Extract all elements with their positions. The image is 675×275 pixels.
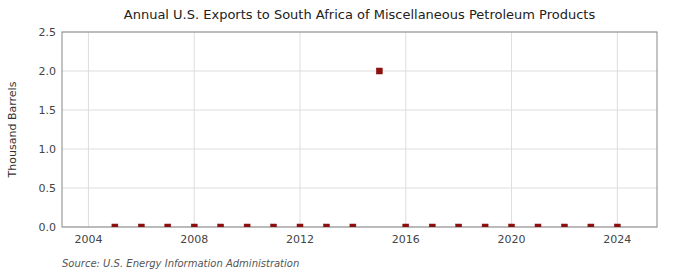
x-grid-line bbox=[617, 32, 618, 227]
x-tick-label: 2004 bbox=[74, 233, 102, 246]
data-point bbox=[218, 224, 224, 227]
data-point bbox=[403, 224, 409, 227]
data-point bbox=[191, 224, 197, 227]
y-grid-line bbox=[62, 149, 657, 150]
data-point bbox=[456, 224, 462, 227]
data-point bbox=[138, 224, 144, 227]
y-axis-label: Thousand Barrels bbox=[6, 81, 19, 178]
x-tick-label: 2012 bbox=[286, 233, 314, 246]
data-point bbox=[482, 224, 488, 227]
axes: 0.0 0.5 1.0 1.5 2.0 2.5 2004 2008 2012 2016 2020 20… bbox=[39, 26, 658, 246]
chart-container: Annual U.S. Exports to South Africa of M… bbox=[0, 0, 675, 275]
data-point bbox=[323, 224, 329, 227]
data-point bbox=[244, 224, 250, 227]
data-point bbox=[588, 224, 594, 227]
source-note: Source: U.S. Energy Information Administ… bbox=[62, 258, 299, 269]
x-grid-line bbox=[88, 32, 89, 227]
x-tick-label: 2024 bbox=[603, 233, 631, 246]
y-grid-line bbox=[62, 110, 657, 111]
chart-svg: Annual U.S. Exports to South Africa of M… bbox=[0, 0, 675, 275]
grid bbox=[62, 32, 657, 227]
y-grid-line bbox=[62, 188, 657, 189]
data-point bbox=[376, 68, 382, 74]
data-point bbox=[271, 224, 277, 227]
y-tick-label: 2.5 bbox=[39, 26, 57, 39]
y-grid-line bbox=[62, 71, 657, 72]
data-point bbox=[509, 224, 515, 227]
x-tick-label: 2016 bbox=[392, 233, 420, 246]
data-point bbox=[614, 224, 620, 227]
points bbox=[112, 68, 620, 227]
chart-title: Annual U.S. Exports to South Africa of M… bbox=[124, 7, 596, 22]
x-grid-line bbox=[511, 32, 512, 227]
data-point bbox=[535, 224, 541, 227]
data-point bbox=[297, 224, 303, 227]
y-tick-label: 0.5 bbox=[39, 182, 57, 195]
y-tick-label: 1.5 bbox=[39, 104, 57, 117]
data-point bbox=[350, 224, 356, 227]
data-point bbox=[429, 224, 435, 227]
data-point bbox=[112, 224, 118, 227]
data-point bbox=[165, 224, 171, 227]
x-tick-label: 2008 bbox=[180, 233, 208, 246]
x-tick-label: 2020 bbox=[498, 233, 526, 246]
data-point bbox=[561, 224, 567, 227]
y-tick-label: 1.0 bbox=[39, 143, 57, 156]
plot-frame bbox=[62, 32, 657, 227]
x-grid-line bbox=[194, 32, 195, 227]
x-grid-line bbox=[405, 32, 406, 227]
x-grid-line bbox=[300, 32, 301, 227]
y-tick-label: 0.0 bbox=[39, 221, 57, 234]
y-tick-label: 2.0 bbox=[39, 65, 57, 78]
